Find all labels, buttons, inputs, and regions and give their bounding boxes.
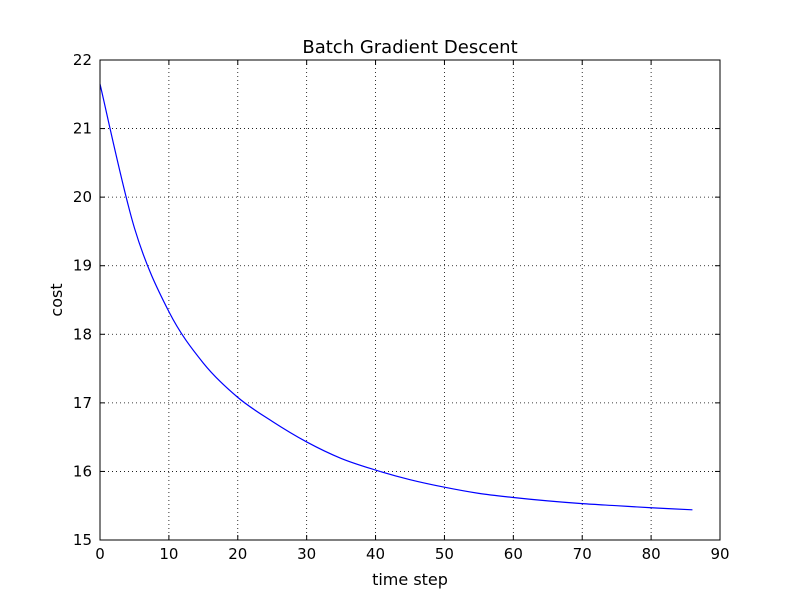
cost-series-line <box>99 83 693 511</box>
x-tick-label: 30 <box>297 545 316 563</box>
grid-lines <box>100 60 720 540</box>
x-tick-labels: 0 10 20 30 40 50 60 70 80 90 <box>95 545 729 563</box>
y-tick-labels: 15 16 17 18 19 20 21 22 <box>73 51 92 549</box>
x-tick-label: 70 <box>573 545 592 563</box>
plot-frame <box>99 59 721 541</box>
y-tick-label: 19 <box>73 257 92 275</box>
x-tick-label: 50 <box>435 545 454 563</box>
x-axis-label: time step <box>372 570 448 589</box>
y-tick-label: 15 <box>73 531 92 549</box>
x-tick-label: 20 <box>228 545 247 563</box>
x-tick-label: 80 <box>642 545 661 563</box>
y-tick-label: 22 <box>73 51 92 69</box>
x-tick-label: 0 <box>95 545 105 563</box>
x-tick-label: 60 <box>504 545 523 563</box>
y-tick-label: 20 <box>73 188 92 206</box>
y-tick-label: 16 <box>73 462 92 480</box>
y-tick-label: 17 <box>73 394 92 412</box>
y-tick-label: 18 <box>73 325 92 343</box>
x-tick-label: 40 <box>366 545 385 563</box>
series-lines <box>99 83 693 511</box>
tick-marks <box>99 59 721 541</box>
y-tick-label: 21 <box>73 120 92 138</box>
x-tick-label: 90 <box>710 545 729 563</box>
y-axis-label: cost <box>47 283 66 316</box>
chart-title: Batch Gradient Descent <box>302 37 517 58</box>
x-tick-label: 10 <box>159 545 178 563</box>
